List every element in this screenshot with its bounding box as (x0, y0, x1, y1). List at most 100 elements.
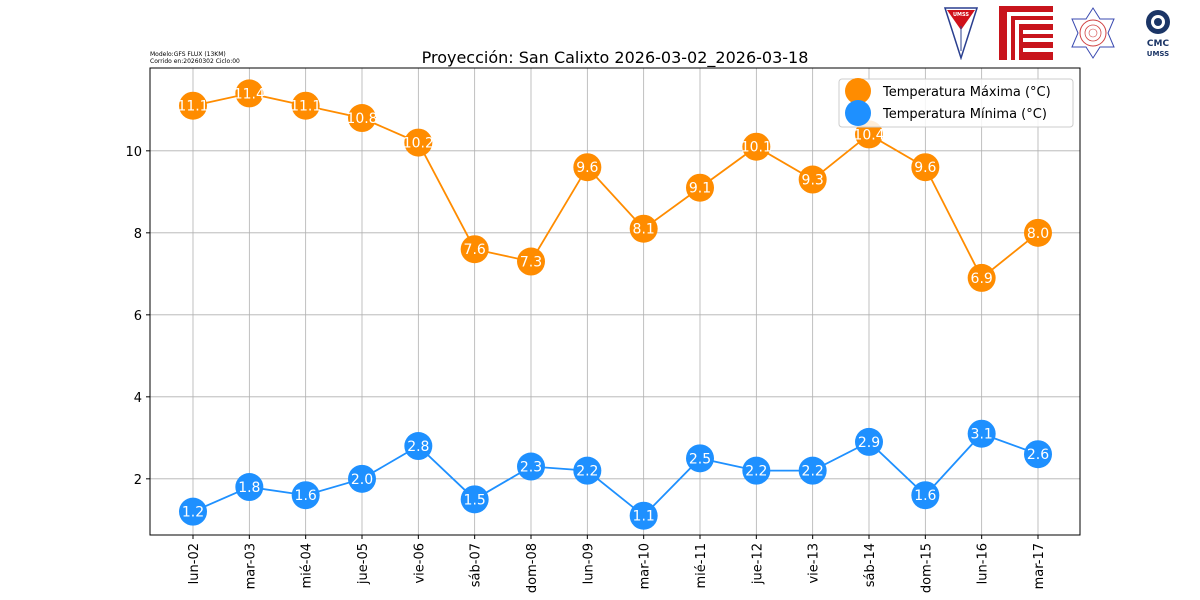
data-point (235, 473, 264, 502)
legend-box (838, 78, 1074, 128)
data-point (573, 456, 602, 485)
x-tick-label: mar-10 (638, 543, 653, 589)
data-point (686, 444, 714, 473)
data-label: 9.6 (914, 160, 936, 176)
x-tick-label: lun-09 (581, 543, 596, 584)
svg-text:UMSS: UMSS (1147, 50, 1169, 58)
data-label: 10.2 (403, 136, 434, 152)
legend-marker (845, 100, 871, 126)
data-label: 1.2 (182, 505, 204, 521)
svg-text:CMC: CMC (1147, 39, 1170, 49)
data-label: 1.6 (295, 488, 317, 504)
data-point (629, 501, 658, 530)
hydraulics-lab-logo (1071, 7, 1115, 59)
data-label: 11.4 (234, 86, 265, 102)
data-label: 2.6 (1027, 447, 1049, 463)
x-tick-label: dom-08 (525, 543, 540, 593)
data-label: 2.5 (689, 451, 711, 467)
x-tick-label: jue-05 (356, 543, 371, 585)
data-point (573, 153, 602, 182)
x-tick-label: lun-02 (187, 543, 202, 584)
data-label: 9.1 (689, 181, 711, 197)
data-label: 7.3 (520, 255, 542, 271)
x-tick-label: mar-03 (243, 543, 258, 589)
y-tick-label: 8 (134, 227, 142, 242)
data-point (179, 497, 207, 526)
x-tick-label: sáb-07 (469, 543, 484, 587)
svg-text:UMSS: UMSS (953, 12, 969, 18)
run-line: Corrido en:20260302 Ciclo:00 (150, 58, 240, 65)
data-point (855, 427, 883, 456)
data-label: 6.9 (971, 271, 993, 287)
data-label: 2.2 (576, 464, 598, 480)
data-point (291, 481, 320, 510)
data-label: 10.8 (346, 111, 377, 127)
data-label: 1.1 (633, 509, 655, 525)
data-label: 10.1 (741, 140, 772, 156)
data-point (911, 481, 940, 510)
data-point (404, 128, 433, 157)
data-point (404, 432, 433, 461)
series-line (192, 92, 1039, 280)
cmc-umss-logo: CMC UMSS (1146, 10, 1170, 58)
data-label: 2.2 (802, 464, 824, 480)
data-point (686, 173, 714, 202)
data-label: 8.1 (633, 222, 655, 238)
data-point (798, 165, 827, 194)
data-point (967, 419, 996, 448)
model-line: Modelo:GFS FLUX (13KM) (150, 51, 226, 58)
x-tick-label: mar-17 (1032, 543, 1047, 589)
chart-title: Proyección: San Calixto 2026-03-02_2026-… (422, 48, 809, 68)
data-point (742, 456, 771, 485)
x-tick-label: sáb-14 (863, 543, 878, 587)
data-label: 7.6 (464, 242, 486, 258)
data-point (179, 91, 207, 120)
data-label: 2.0 (351, 472, 373, 488)
data-point (460, 485, 489, 514)
data-label: 8.0 (1027, 226, 1049, 242)
data-label: 9.3 (802, 173, 824, 189)
x-tick-label: vie-13 (807, 543, 822, 584)
y-tick-label: 6 (134, 309, 142, 324)
data-label: 1.5 (464, 492, 486, 508)
x-tick-label: mié-04 (300, 543, 315, 589)
data-point (517, 452, 545, 481)
data-label: 2.9 (858, 435, 880, 451)
series-line (192, 432, 1039, 517)
data-point (742, 132, 771, 161)
umss-logo: UMSS (944, 7, 978, 60)
data-point (1024, 440, 1052, 469)
data-point (348, 464, 376, 493)
legend-marker (845, 78, 871, 104)
x-tick-label: dom-15 (919, 543, 934, 593)
model-info: Modelo:GFS FLUX (13KM) Corrido en:202603… (150, 51, 240, 65)
data-label: 11.1 (290, 99, 321, 115)
data-label: 1.6 (914, 488, 936, 504)
data-label: 11.1 (177, 99, 208, 115)
data-point (348, 104, 376, 133)
data-label: 3.1 (971, 427, 993, 443)
data-point (798, 456, 827, 485)
legend-label: Temperatura Mínima (°C) (882, 107, 1047, 122)
data-point (967, 263, 996, 292)
x-tick-label: vie-06 (412, 543, 427, 584)
y-tick-label: 2 (134, 473, 142, 488)
x-tick-label: jue-12 (750, 543, 765, 585)
data-label: 9.6 (576, 160, 598, 176)
data-point (460, 235, 489, 264)
data-point (1024, 218, 1052, 247)
y-tick-label: 4 (134, 391, 142, 406)
data-point (517, 247, 545, 276)
data-label: 2.2 (745, 464, 767, 480)
data-point (629, 214, 658, 243)
data-label: 1.8 (238, 480, 260, 496)
legend-label: Temperatura Máxima (°C) (882, 85, 1051, 100)
data-label: 2.3 (520, 460, 542, 476)
data-label: 2.8 (407, 439, 429, 455)
data-point (291, 91, 320, 120)
y-tick-label: 10 (125, 145, 142, 160)
data-point (235, 79, 264, 108)
data-point (911, 153, 940, 182)
